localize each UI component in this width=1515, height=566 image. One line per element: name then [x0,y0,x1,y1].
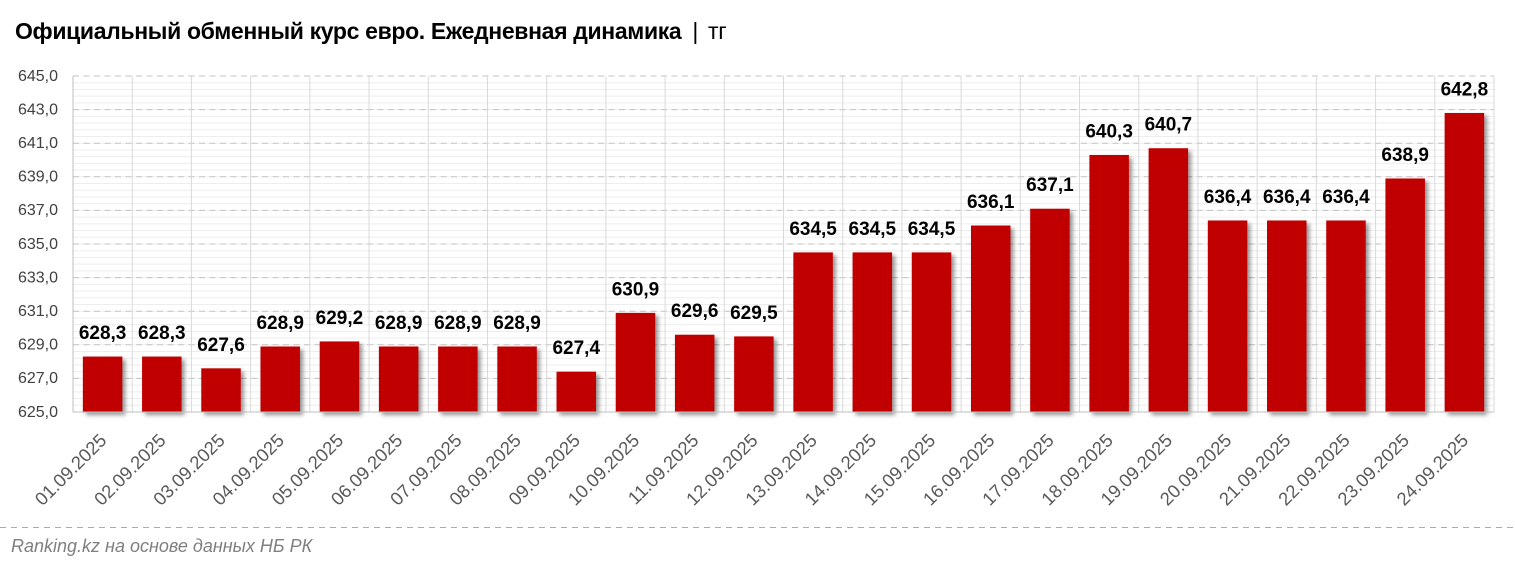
y-axis-label: 645,0 [18,68,58,85]
bar [852,252,893,412]
bar-value-label: 634,5 [849,219,897,240]
bar-value-label: 636,4 [1204,187,1252,208]
bar [734,336,774,412]
chart-title: Официальный обменный курс евро. Ежедневн… [15,17,727,44]
bar [1030,208,1070,412]
bar-value-label: 628,9 [256,313,304,334]
source-note: Ranking.kz на основе данных НБ РК [11,536,313,556]
footer-divider [0,527,1515,529]
value-labels: 628,3 628,3 627,6 628,9 629,2 628,9 628,9 628,9… [79,79,1488,359]
bar [793,252,833,412]
bar [1385,178,1425,412]
bar [1148,148,1189,413]
bar-value-label: 638,9 [1381,145,1429,166]
bar-value-label: 636,4 [1322,187,1370,208]
bars [82,112,1485,413]
bar-value-label: 630,9 [612,279,660,300]
y-axis-labels: 625,0 627,0 629,0 631,0 633,0 635,0 637,0 639,0… [18,68,58,421]
bar-value-label: 627,6 [197,335,245,356]
bar [142,356,182,412]
bar [82,356,123,412]
x-axis-labels: 01.09.202502.09.202503.09.202504.09.2025… [30,429,1472,509]
bar [1444,112,1485,413]
bar-value-label: 640,7 [1145,115,1193,136]
bar-value-label: 640,3 [1085,121,1133,142]
y-axis-label: 639,0 [18,169,58,186]
y-axis-label: 625,0 [18,404,58,421]
chart-title-separator: | [692,17,699,44]
bar [556,371,597,412]
bar-value-label: 634,5 [908,219,956,240]
bar-value-label: 628,9 [493,313,541,334]
chart-title-main: Официальный обменный курс евро. Ежедневн… [15,17,682,44]
bar [438,346,478,412]
y-axis-label: 643,0 [18,101,58,118]
bar-value-label: 629,6 [671,301,719,322]
bar-value-label: 634,5 [789,219,837,240]
bar-value-label: 629,5 [730,303,778,324]
bar [1267,220,1307,412]
bar-value-label: 636,4 [1263,187,1311,208]
y-axis-label: 635,0 [18,236,58,253]
bar-value-label: 627,4 [552,338,600,359]
bar-value-label: 642,8 [1441,79,1489,100]
bar [911,252,952,412]
bar-value-label: 636,1 [967,192,1015,213]
bar-value-label: 628,9 [434,313,482,334]
bar [378,346,419,412]
bar-value-label: 637,1 [1026,175,1074,196]
y-axis-label: 631,0 [18,303,58,320]
bar-value-label: 628,3 [138,323,186,344]
bar-value-label: 628,3 [79,323,127,344]
y-axis-label: 637,0 [18,202,58,219]
bar [201,368,241,412]
bar-value-label: 629,2 [316,308,364,329]
bar [1207,220,1248,412]
y-axis-label: 629,0 [18,337,58,354]
bar [970,225,1011,412]
bar [1089,154,1129,412]
y-axis-label: 641,0 [18,135,58,152]
bar [674,334,715,412]
bar [260,346,300,412]
bar [615,312,656,412]
chart-title-unit: тг [708,17,727,44]
y-axis-label: 633,0 [18,269,58,286]
bar [1326,220,1366,412]
bar [319,341,360,412]
y-axis-label: 627,0 [18,370,58,387]
bar-value-label: 628,9 [375,313,423,334]
bar [497,346,537,412]
